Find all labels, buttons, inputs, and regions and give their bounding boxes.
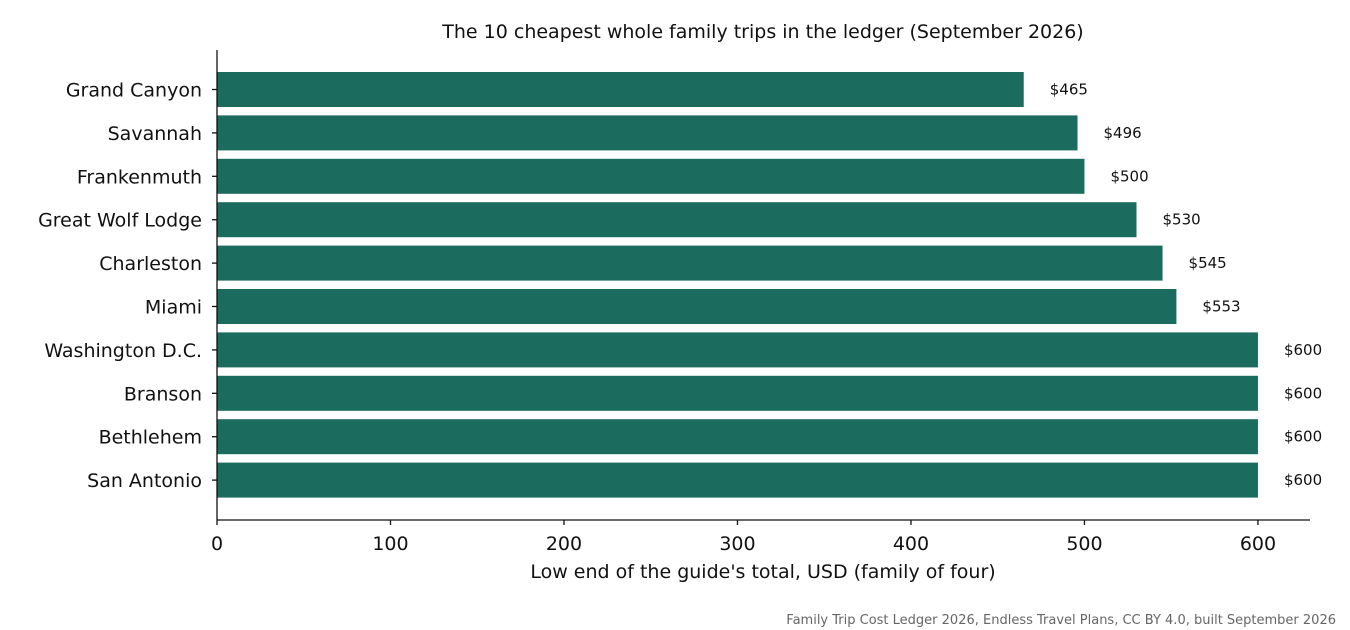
source-note: Family Trip Cost Ledger 2026, Endless Tr… [786, 613, 1336, 628]
bar [217, 332, 1258, 368]
data-labels-group: $465 $496 $500 $530 $545 $553 $600 $600 $600 $600 [1050, 81, 1322, 490]
bar-value-label: $545 [1189, 254, 1227, 272]
bar-value-label: $530 [1163, 211, 1201, 229]
bar [217, 158, 1085, 194]
bar-value-label: $496 [1104, 124, 1142, 142]
category-label: San Antonio [87, 470, 202, 492]
x-tick-label: 400 [893, 533, 929, 555]
category-labels-group: Grand Canyon Savannah Frankenmuth Great Wol… [38, 80, 217, 492]
category-label: Charleston [99, 253, 202, 275]
category-label: Bethlehem [99, 427, 202, 449]
category-label: Savannah [108, 123, 202, 145]
category-label: Frankenmuth [77, 166, 202, 188]
bar-value-label: $600 [1284, 471, 1322, 489]
bar-value-label: $465 [1050, 81, 1088, 99]
bars-group [217, 72, 1258, 498]
bar [217, 462, 1258, 498]
x-axis: 0 100 200 300 400 500 600 [211, 520, 1276, 555]
x-tick-label: 500 [1066, 533, 1102, 555]
bar [217, 115, 1078, 151]
bar-value-label: $600 [1284, 341, 1322, 359]
chart-title: The 10 cheapest whole family trips in th… [441, 21, 1083, 43]
bar [217, 289, 1177, 324]
bar-value-label: $553 [1202, 298, 1240, 316]
x-axis-title: Low end of the guide's total, USD (famil… [530, 561, 995, 583]
bar [217, 72, 1024, 107]
x-tick-label: 100 [372, 533, 408, 555]
x-tick-label: 600 [1240, 533, 1276, 555]
bar [217, 375, 1258, 411]
category-label: Miami [145, 297, 202, 319]
x-tick-label: 300 [719, 533, 755, 555]
category-label: Great Wolf Lodge [38, 210, 202, 232]
x-tick-label: 200 [546, 533, 582, 555]
category-label: Washington D.C. [44, 340, 202, 362]
bar [217, 419, 1258, 455]
category-label: Grand Canyon [66, 80, 202, 102]
bar [217, 245, 1163, 281]
category-label: Branson [124, 383, 202, 405]
x-tick-label: 0 [211, 533, 223, 555]
bar-value-label: $500 [1110, 167, 1148, 185]
bar-value-label: $600 [1284, 384, 1322, 402]
bar-value-label: $600 [1284, 428, 1322, 446]
bar [217, 202, 1137, 238]
